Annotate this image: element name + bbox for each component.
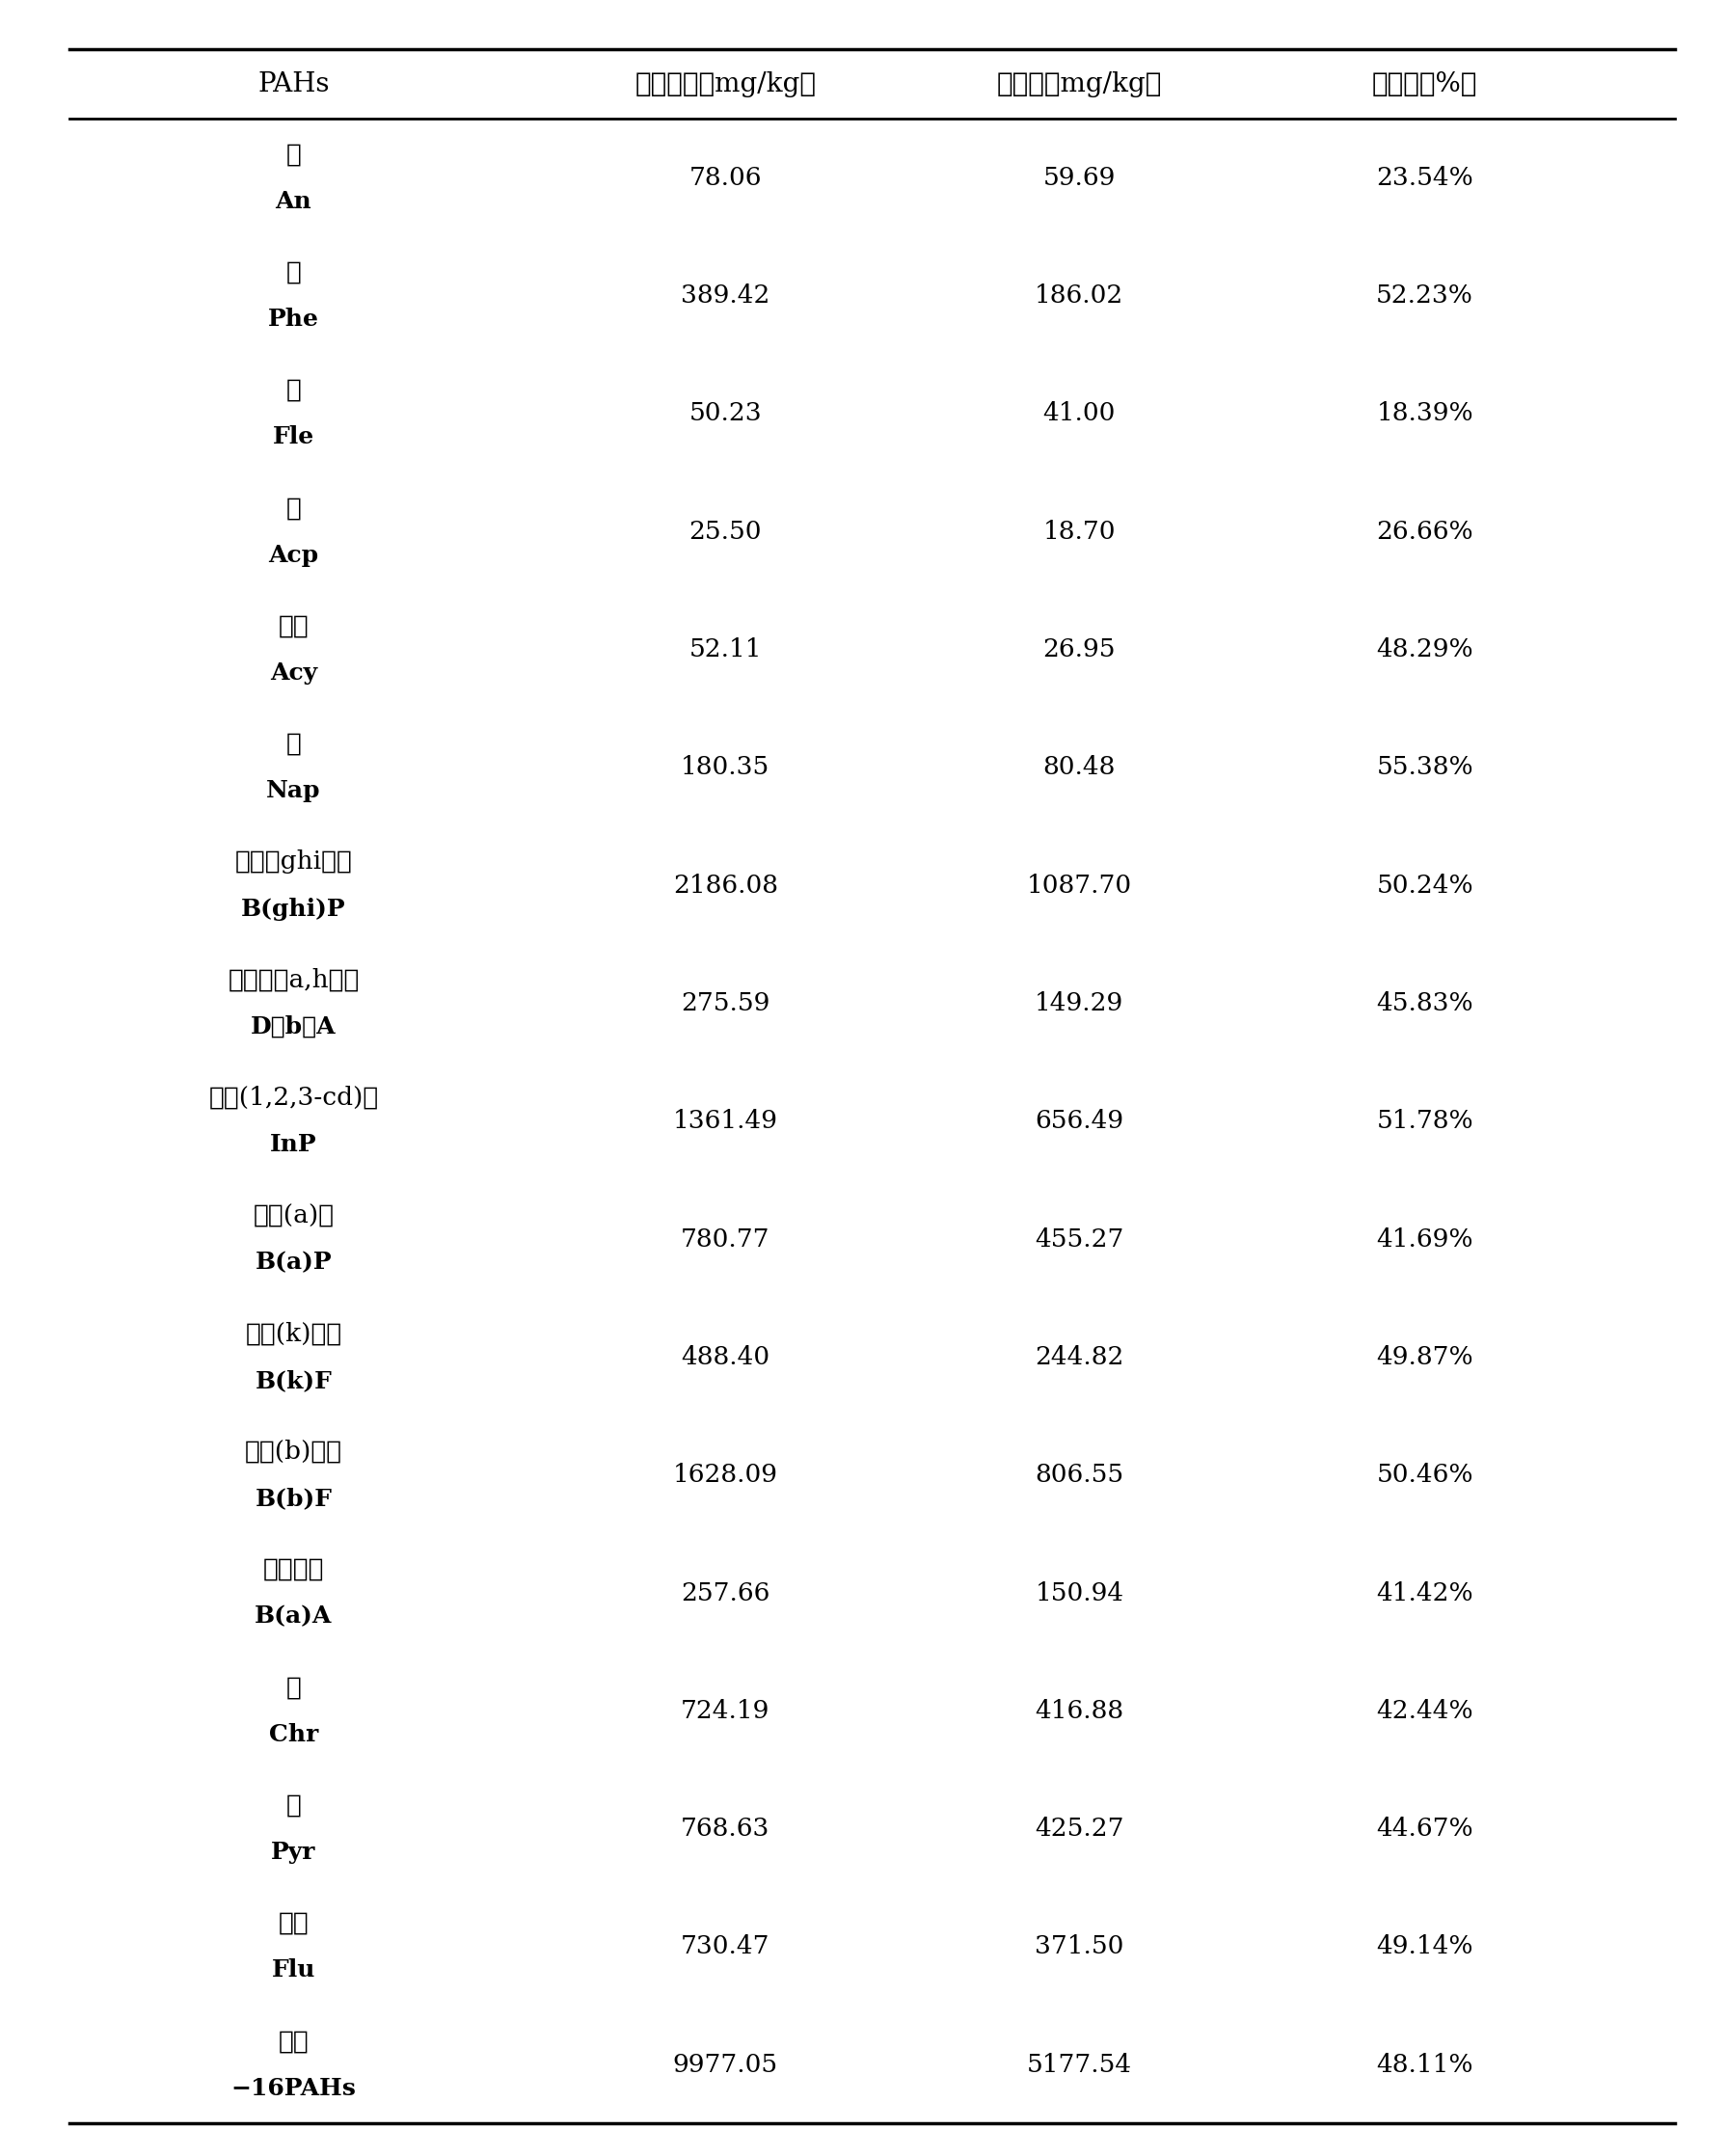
Text: 49.14%: 49.14% [1376,1934,1473,1960]
Text: Pyr: Pyr [271,1841,316,1865]
Text: 萸: 萸 [287,731,300,757]
Text: 苯并(k)荆荠: 苯并(k)荆荠 [245,1322,342,1345]
Text: 48.29%: 48.29% [1376,638,1473,662]
Text: B(ghi)P: B(ghi)P [242,897,345,921]
Text: 45.83%: 45.83% [1376,992,1473,1015]
Text: B(a)P: B(a)P [256,1250,332,1274]
Text: 371.50: 371.50 [1034,1934,1124,1960]
Text: B(k)F: B(k)F [256,1369,332,1393]
Text: 44.67%: 44.67% [1376,1818,1473,1841]
Text: PAHs: PAHs [257,71,330,97]
Text: 1628.09: 1628.09 [674,1464,777,1488]
Text: 42.44%: 42.44% [1376,1699,1473,1723]
Text: 425.27: 425.27 [1034,1818,1124,1841]
Text: 18.70: 18.70 [1043,520,1116,543]
Text: 150.94: 150.94 [1034,1580,1124,1604]
Text: 去除率（%）: 去除率（%） [1371,71,1478,97]
Text: 768.63: 768.63 [680,1818,770,1841]
Text: 芹: 芹 [287,1794,300,1818]
Text: 656.49: 656.49 [1034,1108,1124,1134]
Text: D（b）A: D（b）A [250,1015,337,1039]
Text: 1361.49: 1361.49 [674,1108,777,1134]
Text: 149.29: 149.29 [1034,992,1124,1015]
Text: 244.82: 244.82 [1034,1345,1124,1369]
Text: 50.46%: 50.46% [1376,1464,1473,1488]
Text: 730.47: 730.47 [680,1934,770,1960]
Text: Nap: Nap [266,778,321,802]
Text: 59.69: 59.69 [1043,166,1116,190]
Text: 二苯并（a,h）荠: 二苯并（a,h）荠 [228,968,359,992]
Text: 荆荠: 荆荠 [278,1910,309,1936]
Text: 55.38%: 55.38% [1376,755,1473,778]
Text: Acp: Acp [268,543,319,567]
Text: 80.48: 80.48 [1043,755,1116,778]
Text: Chr: Chr [269,1723,318,1746]
Text: 50.24%: 50.24% [1376,873,1473,897]
Text: 389.42: 389.42 [680,282,770,308]
Text: An: An [275,190,313,213]
Text: 1087.70: 1087.70 [1028,873,1131,897]
Text: 初始含量（mg/kg）: 初始含量（mg/kg） [636,71,815,97]
Text: 780.77: 780.77 [680,1227,770,1250]
Text: −16PAHs: −16PAHs [231,2076,356,2100]
Text: 苯并（ghi）芹: 苯并（ghi）芹 [235,849,352,873]
Text: 荠: 荠 [287,142,300,166]
Text: 41.00: 41.00 [1043,401,1116,425]
Text: 180.35: 180.35 [680,755,770,778]
Text: 41.69%: 41.69% [1376,1227,1473,1250]
Text: 5177.54: 5177.54 [1028,2053,1131,2076]
Text: 芔: 芔 [287,377,300,401]
Text: 23.54%: 23.54% [1376,166,1473,190]
Text: 总量: 总量 [278,2029,309,2053]
Text: 18.39%: 18.39% [1376,401,1473,425]
Text: 41.42%: 41.42% [1376,1580,1473,1604]
Text: 25.50: 25.50 [689,520,762,543]
Text: 186.02: 186.02 [1034,282,1124,308]
Text: 416.88: 416.88 [1034,1699,1124,1723]
Text: Phe: Phe [268,308,319,330]
Text: 275.59: 275.59 [680,992,770,1015]
Text: 荚: 荚 [287,496,300,520]
Text: Flu: Flu [271,1960,316,1981]
Text: 52.23%: 52.23% [1376,282,1473,308]
Text: 26.95: 26.95 [1043,638,1116,662]
Text: 48.11%: 48.11% [1376,2053,1473,2076]
Text: Acy: Acy [269,662,318,683]
Text: 终含量（mg/kg）: 终含量（mg/kg） [996,71,1162,97]
Text: 2186.08: 2186.08 [674,873,777,897]
Text: InP: InP [269,1134,318,1156]
Text: 26.66%: 26.66% [1376,520,1473,543]
Text: 屈: 屈 [287,1675,300,1699]
Text: 51.78%: 51.78% [1376,1108,1473,1134]
Text: 806.55: 806.55 [1034,1464,1124,1488]
Text: 9977.05: 9977.05 [674,2053,777,2076]
Text: 49.87%: 49.87% [1376,1345,1473,1369]
Text: 苯并(b)荆荠: 苯并(b)荆荠 [245,1440,342,1464]
Text: B(b)F: B(b)F [256,1488,332,1509]
Text: 78.06: 78.06 [689,166,762,190]
Text: 苯并荆荠: 苯并荆荠 [263,1557,325,1580]
Text: 52.11: 52.11 [689,638,762,662]
Text: 257.66: 257.66 [680,1580,770,1604]
Text: 724.19: 724.19 [680,1699,770,1723]
Text: 455.27: 455.27 [1034,1227,1124,1250]
Text: 488.40: 488.40 [680,1345,770,1369]
Text: Fle: Fle [273,425,314,448]
Text: 50.23: 50.23 [689,401,762,425]
Text: 荚烯: 荚烯 [278,614,309,638]
Text: 菲: 菲 [287,261,300,285]
Text: 茹并(1,2,3-cd)芹: 茹并(1,2,3-cd)芹 [209,1084,378,1110]
Text: B(a)A: B(a)A [256,1604,332,1628]
Text: 苯并(a)芹: 苯并(a)芹 [254,1203,333,1227]
